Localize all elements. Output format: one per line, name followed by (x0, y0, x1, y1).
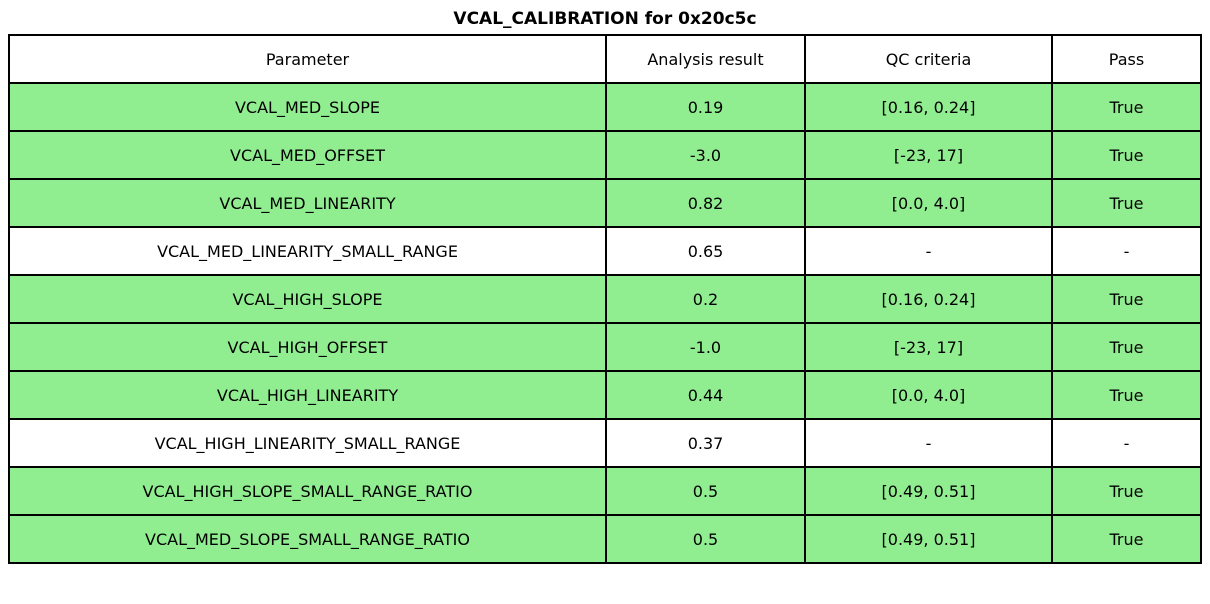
cell-result: 0.5 (605, 466, 806, 516)
table-header-row: Parameter Analysis result QC criteria Pa… (8, 34, 1202, 84)
cell-parameter: VCAL_MED_LINEARITY_SMALL_RANGE (8, 226, 607, 276)
cell-pass: True (1051, 274, 1202, 324)
cell-result: 0.2 (605, 274, 806, 324)
cell-result: -1.0 (605, 322, 806, 372)
table-row: VCAL_MED_LINEARITY 0.82 [0.0, 4.0] True (8, 178, 1202, 228)
cell-parameter: VCAL_HIGH_LINEARITY (8, 370, 607, 420)
page-title: VCAL_CALIBRATION for 0x20c5c (453, 9, 757, 29)
qc-results-table: Parameter Analysis result QC criteria Pa… (8, 34, 1202, 564)
cell-pass: True (1051, 370, 1202, 420)
cell-parameter: VCAL_HIGH_SLOPE (8, 274, 607, 324)
cell-criteria: [0.49, 0.51] (804, 514, 1053, 564)
column-header-qc-criteria: QC criteria (804, 34, 1053, 84)
table-row: VCAL_HIGH_SLOPE 0.2 [0.16, 0.24] True (8, 274, 1202, 324)
cell-pass: True (1051, 466, 1202, 516)
cell-criteria: [-23, 17] (804, 130, 1053, 180)
table-row: VCAL_HIGH_OFFSET -1.0 [-23, 17] True (8, 322, 1202, 372)
cell-result: 0.82 (605, 178, 806, 228)
cell-result: 0.44 (605, 370, 806, 420)
cell-criteria: [0.49, 0.51] (804, 466, 1053, 516)
cell-pass: True (1051, 322, 1202, 372)
cell-criteria: [0.0, 4.0] (804, 370, 1053, 420)
cell-pass: True (1051, 82, 1202, 132)
cell-result: 0.19 (605, 82, 806, 132)
cell-pass: - (1051, 226, 1202, 276)
cell-parameter: VCAL_MED_SLOPE (8, 82, 607, 132)
column-header-parameter: Parameter (8, 34, 607, 84)
table-row: VCAL_HIGH_SLOPE_SMALL_RANGE_RATIO 0.5 [0… (8, 466, 1202, 516)
cell-result: 0.37 (605, 418, 806, 468)
cell-result: 0.5 (605, 514, 806, 564)
cell-result: 0.65 (605, 226, 806, 276)
cell-parameter: VCAL_HIGH_LINEARITY_SMALL_RANGE (8, 418, 607, 468)
table-row: VCAL_MED_OFFSET -3.0 [-23, 17] True (8, 130, 1202, 180)
cell-pass: - (1051, 418, 1202, 468)
cell-pass: True (1051, 178, 1202, 228)
cell-parameter: VCAL_HIGH_OFFSET (8, 322, 607, 372)
column-header-analysis-result: Analysis result (605, 34, 806, 84)
table-row: VCAL_HIGH_LINEARITY 0.44 [0.0, 4.0] True (8, 370, 1202, 420)
cell-parameter: VCAL_MED_OFFSET (8, 130, 607, 180)
cell-criteria: [0.16, 0.24] (804, 82, 1053, 132)
cell-criteria: [-23, 17] (804, 322, 1053, 372)
table-row: VCAL_HIGH_LINEARITY_SMALL_RANGE 0.37 - - (8, 418, 1202, 468)
cell-parameter: VCAL_MED_SLOPE_SMALL_RANGE_RATIO (8, 514, 607, 564)
table-row: VCAL_MED_SLOPE 0.19 [0.16, 0.24] True (8, 82, 1202, 132)
cell-parameter: VCAL_MED_LINEARITY (8, 178, 607, 228)
cell-result: -3.0 (605, 130, 806, 180)
cell-criteria: - (804, 226, 1053, 276)
column-header-pass: Pass (1051, 34, 1202, 84)
cell-pass: True (1051, 514, 1202, 564)
cell-parameter: VCAL_HIGH_SLOPE_SMALL_RANGE_RATIO (8, 466, 607, 516)
table-row: VCAL_MED_SLOPE_SMALL_RANGE_RATIO 0.5 [0.… (8, 514, 1202, 564)
table-row: VCAL_MED_LINEARITY_SMALL_RANGE 0.65 - - (8, 226, 1202, 276)
cell-pass: True (1051, 130, 1202, 180)
cell-criteria: [0.0, 4.0] (804, 178, 1053, 228)
cell-criteria: [0.16, 0.24] (804, 274, 1053, 324)
cell-criteria: - (804, 418, 1053, 468)
